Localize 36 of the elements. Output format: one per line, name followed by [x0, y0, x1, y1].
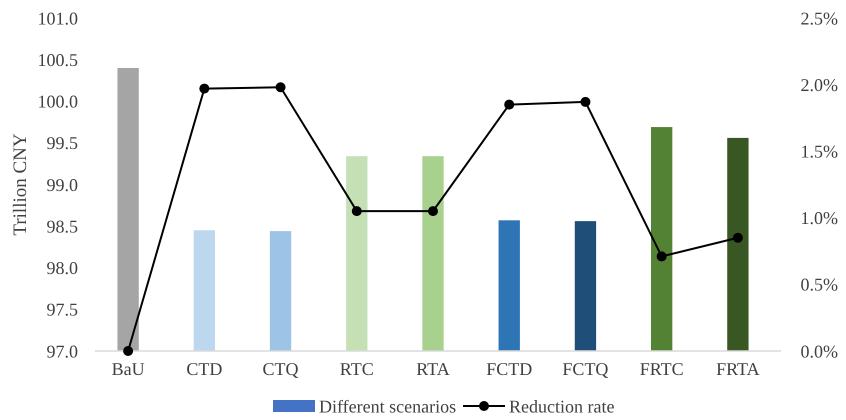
x-tick-label: FRTC	[640, 359, 684, 379]
y-tick-label: 101.0	[38, 8, 78, 28]
x-tick-label: FRTA	[716, 359, 760, 379]
point	[656, 251, 667, 262]
y-tick-label: 100.0	[38, 92, 78, 112]
y2-tick-label: 0.0%	[800, 341, 838, 362]
x-tick-label: CTQ	[262, 359, 299, 379]
y2-tick-label: 1.5%	[800, 142, 838, 162]
point	[732, 232, 743, 243]
y2-tick-label: 1.0%	[800, 208, 838, 228]
point	[352, 206, 362, 216]
y-tick-label: 97.0	[46, 341, 78, 362]
point	[504, 100, 514, 110]
point	[580, 96, 590, 107]
y-tick-label: 99.0	[46, 174, 78, 195]
x-tick-label: FCTQ	[562, 359, 608, 379]
legend-label: Reduction rate	[509, 396, 614, 416]
y2-tick-label: 2.0%	[800, 74, 838, 95]
x-tick-label: BaU	[112, 359, 145, 379]
point	[199, 84, 210, 94]
x-tick-label: RTA	[416, 359, 450, 379]
y-tick-label: 100.5	[38, 50, 78, 70]
y2-tick-label: 0.5%	[800, 274, 838, 295]
y-tick-label: 99.5	[46, 133, 78, 154]
y-tick-label: 97.5	[46, 300, 78, 320]
x-tick-label: RTC	[340, 359, 374, 379]
text: Different scenarios	[319, 396, 456, 416]
point	[123, 346, 134, 356]
y-tick-label: 98.5	[46, 216, 78, 236]
point	[276, 82, 286, 92]
x-tick-label: FCTD	[486, 359, 532, 379]
point	[428, 206, 438, 216]
y2-tick-label: 2.5%	[800, 8, 838, 28]
x-tick-label: CTD	[186, 359, 222, 379]
y-tick-label: 98.0	[46, 258, 78, 278]
y-axis-title: Trillion CNY	[10, 133, 31, 236]
